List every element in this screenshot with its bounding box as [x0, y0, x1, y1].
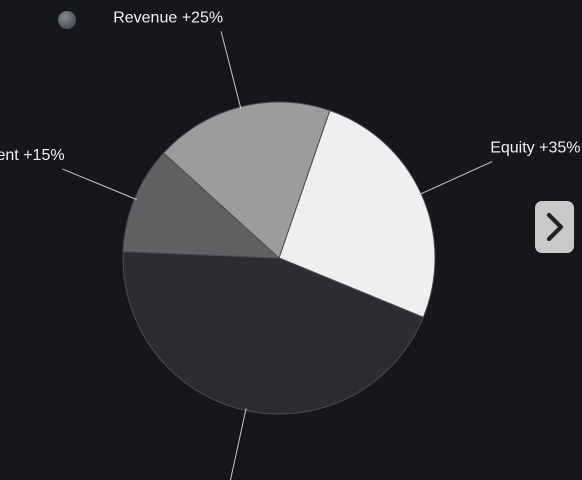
- slice-label: Rent +15%: [0, 147, 65, 164]
- chevron-right-icon: [546, 212, 563, 242]
- slice-label: Equity +35%: [490, 140, 580, 157]
- leader-lines: [62, 31, 493, 480]
- leader-line: [419, 161, 493, 196]
- leader-line: [229, 408, 247, 480]
- next-button[interactable]: [535, 201, 574, 253]
- leader-line: [220, 31, 242, 109]
- slice-labels: Equity +35%Cash Flow +60%Rent +15%Revenu…: [0, 9, 580, 164]
- leader-line: [62, 168, 137, 200]
- pie-slices: [122, 101, 436, 415]
- slice-label: Revenue +25%: [113, 9, 223, 26]
- indicator-dot: [58, 11, 76, 29]
